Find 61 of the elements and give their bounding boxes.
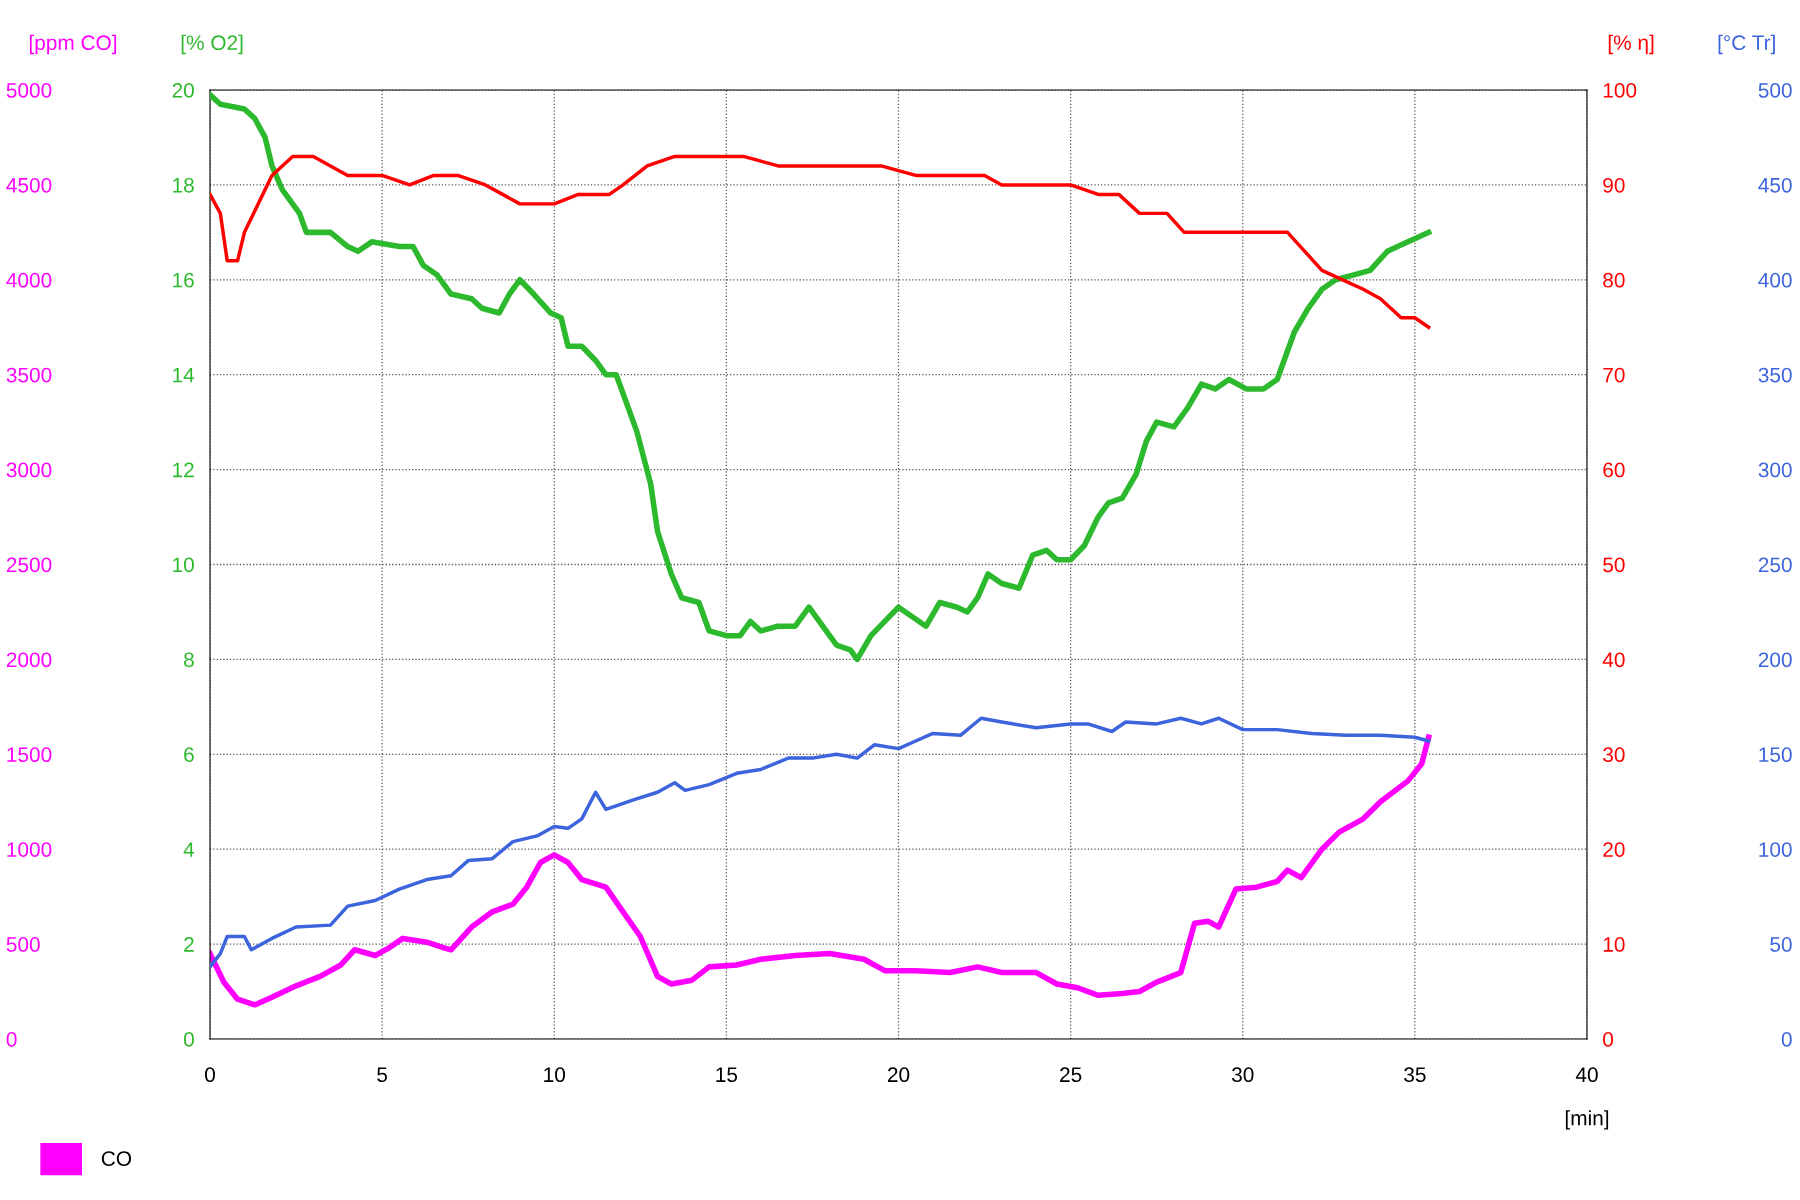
y-tick-label: 10 — [1603, 937, 1625, 952]
y-tick-label: 3500 — [6, 367, 52, 383]
y-tick-label: 1500 — [7, 747, 52, 763]
x-tick-label: 10 — [544, 1067, 566, 1083]
y2-axis-title: [% O2] — [181, 34, 243, 55]
y2-tick-label: 20 — [172, 83, 194, 98]
y2-tick-label: 200 — [1758, 652, 1792, 668]
y-tick-label: 5000 — [6, 83, 52, 98]
y2-tick-label: 350 — [1758, 367, 1792, 383]
x-axis-title: [min] — [1565, 1110, 1609, 1130]
y2-tick-label: 250 — [1758, 557, 1792, 573]
y2-tick-label: 6 — [184, 747, 194, 763]
y-tick-label: 100 — [1603, 83, 1637, 98]
y-tick-label: 30 — [1603, 747, 1625, 763]
y2-tick-label: 450 — [1758, 177, 1792, 193]
y-tick-label: 50 — [1603, 557, 1625, 573]
y2-tick-label: 14 — [173, 367, 195, 383]
y2-tick-label: 12 — [173, 462, 194, 478]
y-tick-label: 3000 — [6, 462, 52, 478]
x-tick-label: 0 — [205, 1067, 215, 1083]
y-tick-label: 70 — [1603, 367, 1625, 383]
y-tick-label: 4500 — [6, 177, 52, 193]
y2-tick-label: 10 — [173, 557, 194, 573]
x-tick-label: 25 — [1060, 1067, 1082, 1083]
y2-tick-label: 150 — [1759, 747, 1792, 763]
y-tick-label: 20 — [1603, 842, 1625, 857]
y2-tick-label: 4 — [183, 842, 195, 857]
y2-tick-label: 50 — [1770, 937, 1792, 952]
y2-tick-label: 300 — [1758, 462, 1792, 478]
y-tick-label: 0 — [1603, 1032, 1614, 1047]
y2-tick-label: 8 — [184, 652, 194, 668]
y-tick-label: 60 — [1603, 462, 1625, 478]
y2-tick-label: 18 — [173, 177, 194, 193]
y-tick-label: 4000 — [6, 272, 52, 288]
x-tick-label: 15 — [716, 1067, 738, 1083]
y-tick-label: 80 — [1603, 272, 1625, 288]
x-tick-label: 30 — [1231, 1067, 1254, 1083]
y-tick-label: 40 — [1602, 652, 1625, 668]
y2-axis-title: [°C Tr] — [1718, 34, 1775, 55]
x-tick-label: 40 — [1575, 1067, 1598, 1083]
y2-tick-label: 0 — [1781, 1032, 1792, 1047]
y-tick-label: 500 — [6, 937, 40, 952]
x-tick-label: 35 — [1404, 1067, 1426, 1083]
y-tick-label: 0 — [6, 1032, 17, 1047]
legend-label: CO — [101, 1151, 132, 1166]
y2-tick-label: 2 — [184, 937, 194, 952]
y-tick-label: 90 — [1603, 177, 1625, 193]
x-tick-label: 20 — [887, 1067, 910, 1083]
y2-tick-label: 16 — [173, 272, 194, 288]
y2-tick-label: 100 — [1759, 842, 1792, 857]
line-series — [210, 716, 1431, 969]
y-axis-title: [% η] — [1608, 34, 1654, 55]
x-tick-label: 5 — [377, 1067, 388, 1083]
y-axis-title: [ppm CO] — [29, 34, 117, 55]
y-tick-label: 1000 — [7, 842, 52, 857]
line-series — [210, 154, 1431, 329]
y-tick-label: 2000 — [6, 652, 52, 668]
y-tick-label: 2500 — [6, 557, 52, 573]
y2-tick-label: 500 — [1758, 83, 1792, 98]
y2-tick-label: 0 — [183, 1032, 194, 1047]
y2-tick-label: 400 — [1758, 272, 1792, 288]
